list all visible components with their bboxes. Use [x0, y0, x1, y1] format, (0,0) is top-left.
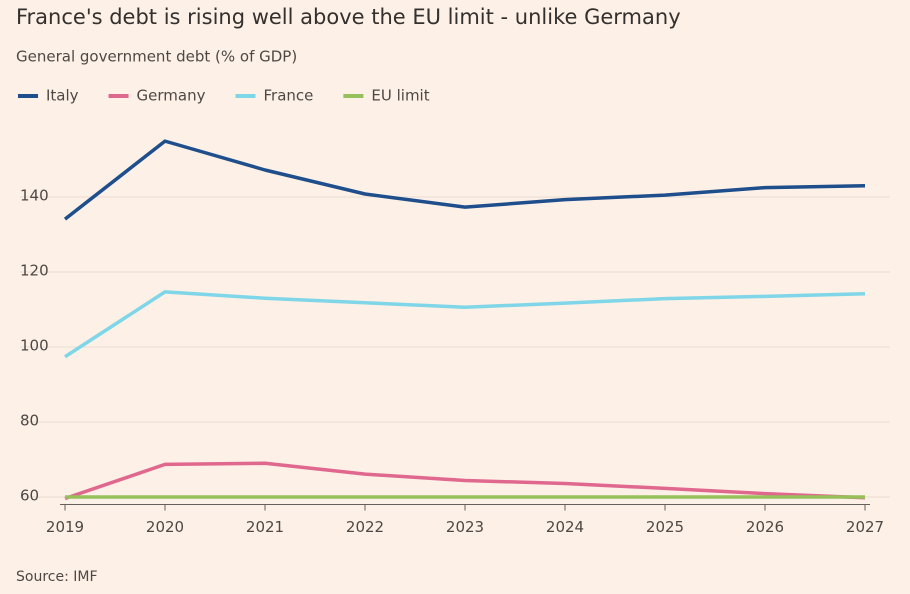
x-tick-label: 2022 — [346, 518, 384, 536]
y-tick-label: 80 — [20, 412, 39, 430]
legend-label: France — [264, 87, 314, 105]
chart-title: France's debt is rising well above the E… — [16, 5, 681, 29]
y-tick-label: 140 — [20, 187, 49, 205]
x-tick-label: 2027 — [846, 518, 884, 536]
x-tick-label: 2024 — [546, 518, 584, 536]
x-tick-label: 2026 — [746, 518, 784, 536]
legend-label: Germany — [137, 87, 206, 105]
y-tick-label: 100 — [20, 337, 49, 355]
x-tick-label: 2023 — [446, 518, 484, 536]
series-line — [63, 139, 866, 221]
source: Source: IMF — [16, 569, 98, 585]
chart-subtitle: General government debt (% of GDP) — [16, 48, 297, 66]
legend-label: Italy — [46, 87, 79, 105]
x-tick-label: 2025 — [646, 518, 684, 536]
y-tick-label: 60 — [20, 487, 39, 505]
series-line — [64, 461, 866, 501]
series-line — [64, 290, 866, 359]
x-tick-label: 2020 — [146, 518, 184, 536]
x-tick-label: 2021 — [246, 518, 284, 536]
legend-label: EU limit — [371, 87, 429, 105]
x-tick-label: 2019 — [46, 518, 84, 536]
y-tick-label: 120 — [20, 262, 49, 280]
